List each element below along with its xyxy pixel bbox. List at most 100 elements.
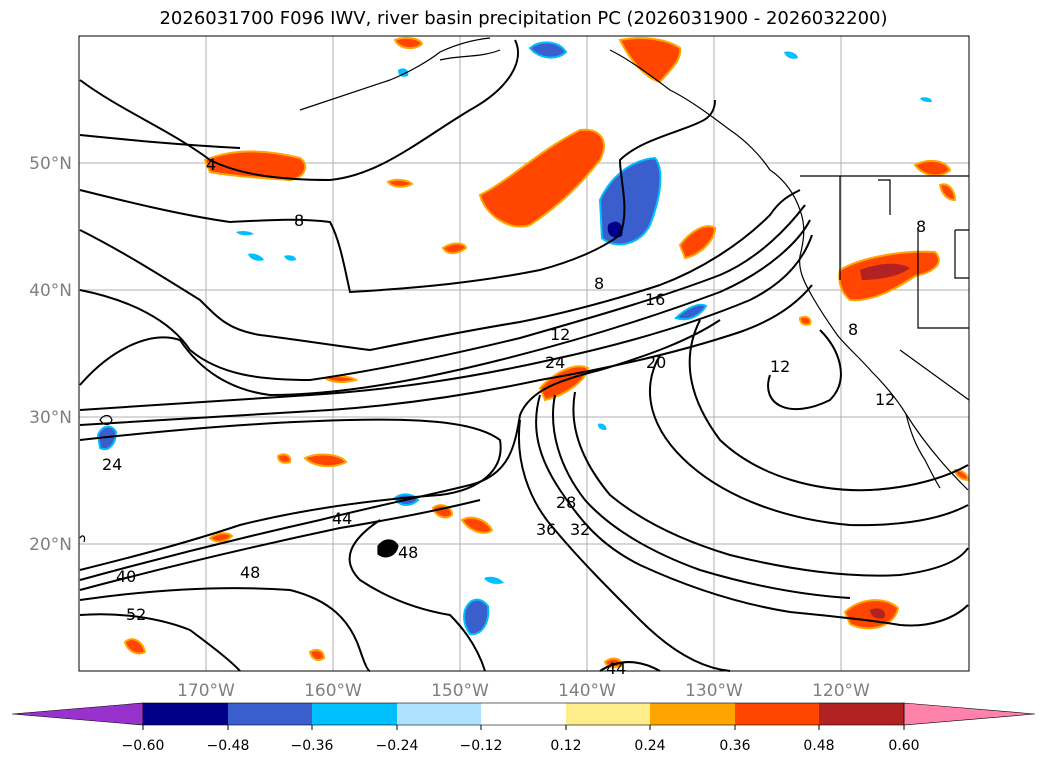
precip-negative-patch xyxy=(920,97,932,102)
contour-label: 8 xyxy=(594,274,604,293)
colorbar-label: 0.24 xyxy=(634,738,665,754)
colorbar-labels: −0.60 −0.48 −0.36 −0.24 −0.12 0.12 0.24 … xyxy=(122,738,920,754)
lon-label-170w: 170°W xyxy=(177,681,235,701)
precip-positive-patch xyxy=(203,150,307,182)
contour-line xyxy=(767,329,842,410)
longitude-labels: 170°W 160°W 150°W 140°W 130°W 120°W xyxy=(177,681,870,701)
colorbar-extend-low xyxy=(11,702,144,726)
contour-label: 8 xyxy=(916,217,926,236)
contour-label: 48 xyxy=(398,543,418,562)
map-frame xyxy=(78,35,970,672)
contour-line xyxy=(535,394,969,627)
alaska-coast xyxy=(299,37,771,171)
canada-coast xyxy=(769,169,969,491)
island-outline xyxy=(79,535,86,543)
precip-positive-patch xyxy=(798,315,812,326)
contour-line xyxy=(79,418,502,571)
precip-negative-patch xyxy=(598,423,607,430)
contour-label: 40 xyxy=(116,567,136,586)
colorbar-label: 0.12 xyxy=(550,738,581,754)
precip-negative-patch xyxy=(236,230,254,236)
precip-positive-patch xyxy=(441,242,468,255)
contour-line xyxy=(79,234,813,411)
precip-negative-patch xyxy=(484,576,504,584)
precip-positive-patch xyxy=(478,128,605,228)
contour-label: 4 xyxy=(206,155,216,174)
precip-negative-core xyxy=(607,221,623,238)
colorbar-label: −0.12 xyxy=(460,738,503,754)
contour-label: 12 xyxy=(770,357,790,376)
colorbar-extend-high xyxy=(903,702,1036,726)
colorbar-label: −0.36 xyxy=(291,738,334,754)
colorbar-segment xyxy=(312,703,397,725)
colorbar-label: −0.24 xyxy=(376,738,419,754)
precip-positive-patch xyxy=(276,453,292,464)
contour-line xyxy=(79,613,241,672)
contour-label: 52 xyxy=(126,605,146,624)
contour-label: 44 xyxy=(332,509,352,528)
contour-line xyxy=(79,219,811,397)
colorbar-label: 0.48 xyxy=(803,738,834,754)
colorbar-segment xyxy=(819,703,904,725)
contour-line xyxy=(599,661,661,672)
precip-dark-core xyxy=(870,608,885,619)
contour-line xyxy=(79,204,806,382)
state-borders xyxy=(800,175,970,401)
precip-negative-patch xyxy=(528,41,568,59)
lon-label-120w: 120°W xyxy=(812,681,870,701)
contour-label: 20 xyxy=(646,353,666,372)
lon-label-160w: 160°W xyxy=(304,681,362,701)
colorbar-segment xyxy=(735,703,819,725)
colorbar-segment xyxy=(143,703,228,725)
lat-label-20n: 20°N xyxy=(29,535,72,555)
colorbar-label: −0.60 xyxy=(122,738,165,754)
colorbar-segment xyxy=(481,703,566,725)
precip-positive-patch xyxy=(308,649,326,661)
contour-labels: 4 8 8 12 16 24 20 12 12 8 8 24 28 32 36 … xyxy=(102,155,926,678)
hawaii-big-island xyxy=(377,539,399,558)
contour-line xyxy=(517,419,731,672)
contour-line xyxy=(348,519,486,672)
contour-line xyxy=(688,319,969,492)
precip-positive-patch xyxy=(123,638,147,655)
contour-line xyxy=(79,284,813,426)
colorbar-segment xyxy=(228,703,312,725)
contour-label: 24 xyxy=(102,455,122,474)
precip-positive-patch xyxy=(913,159,952,177)
colorbar-segment xyxy=(566,703,650,725)
contour-label: 24 xyxy=(545,353,565,372)
precip-positive-patch xyxy=(393,36,424,50)
colorbar-segment xyxy=(650,703,735,725)
contour-label: 16 xyxy=(645,290,665,309)
contour-label: 8 xyxy=(294,211,304,230)
precip-dark-core xyxy=(860,263,910,280)
map-title: 2026031700 F096 IWV, river basin precipi… xyxy=(159,8,888,29)
contour-label: 12 xyxy=(875,390,895,409)
contour-line xyxy=(79,134,241,149)
precip-negative-patch xyxy=(674,303,708,321)
precip-negative-patch xyxy=(398,68,409,77)
contour-label: 36 xyxy=(536,520,556,539)
precip-positive-patch xyxy=(678,225,717,260)
latitude-labels: 50°N 40°N 30°N 20°N xyxy=(29,154,72,555)
contour-label: 32 xyxy=(570,520,590,539)
lat-label-30n: 30°N xyxy=(29,408,72,428)
precip-positive-patch xyxy=(460,516,494,534)
precip-positive-patch xyxy=(953,468,970,482)
precip-positive-patch xyxy=(386,178,414,188)
contour-line xyxy=(79,189,801,352)
colorbar-ticks xyxy=(142,725,905,730)
colorbar: −0.60 −0.48 −0.36 −0.24 −0.12 0.12 0.24 … xyxy=(11,702,1036,754)
contour-line xyxy=(79,99,716,294)
precip-positive-patch xyxy=(303,453,348,468)
lon-label-140w: 140°W xyxy=(558,681,616,701)
contour-label: 28 xyxy=(556,493,576,512)
precip-negative-patch xyxy=(248,253,264,261)
lat-label-50n: 50°N xyxy=(29,154,72,174)
colorbar-outline xyxy=(142,702,905,726)
lon-label-150w: 150°W xyxy=(431,681,489,701)
colorbar-label: −0.48 xyxy=(207,738,250,754)
iwv-contours xyxy=(79,39,969,672)
contour-label: 44 xyxy=(606,659,626,678)
